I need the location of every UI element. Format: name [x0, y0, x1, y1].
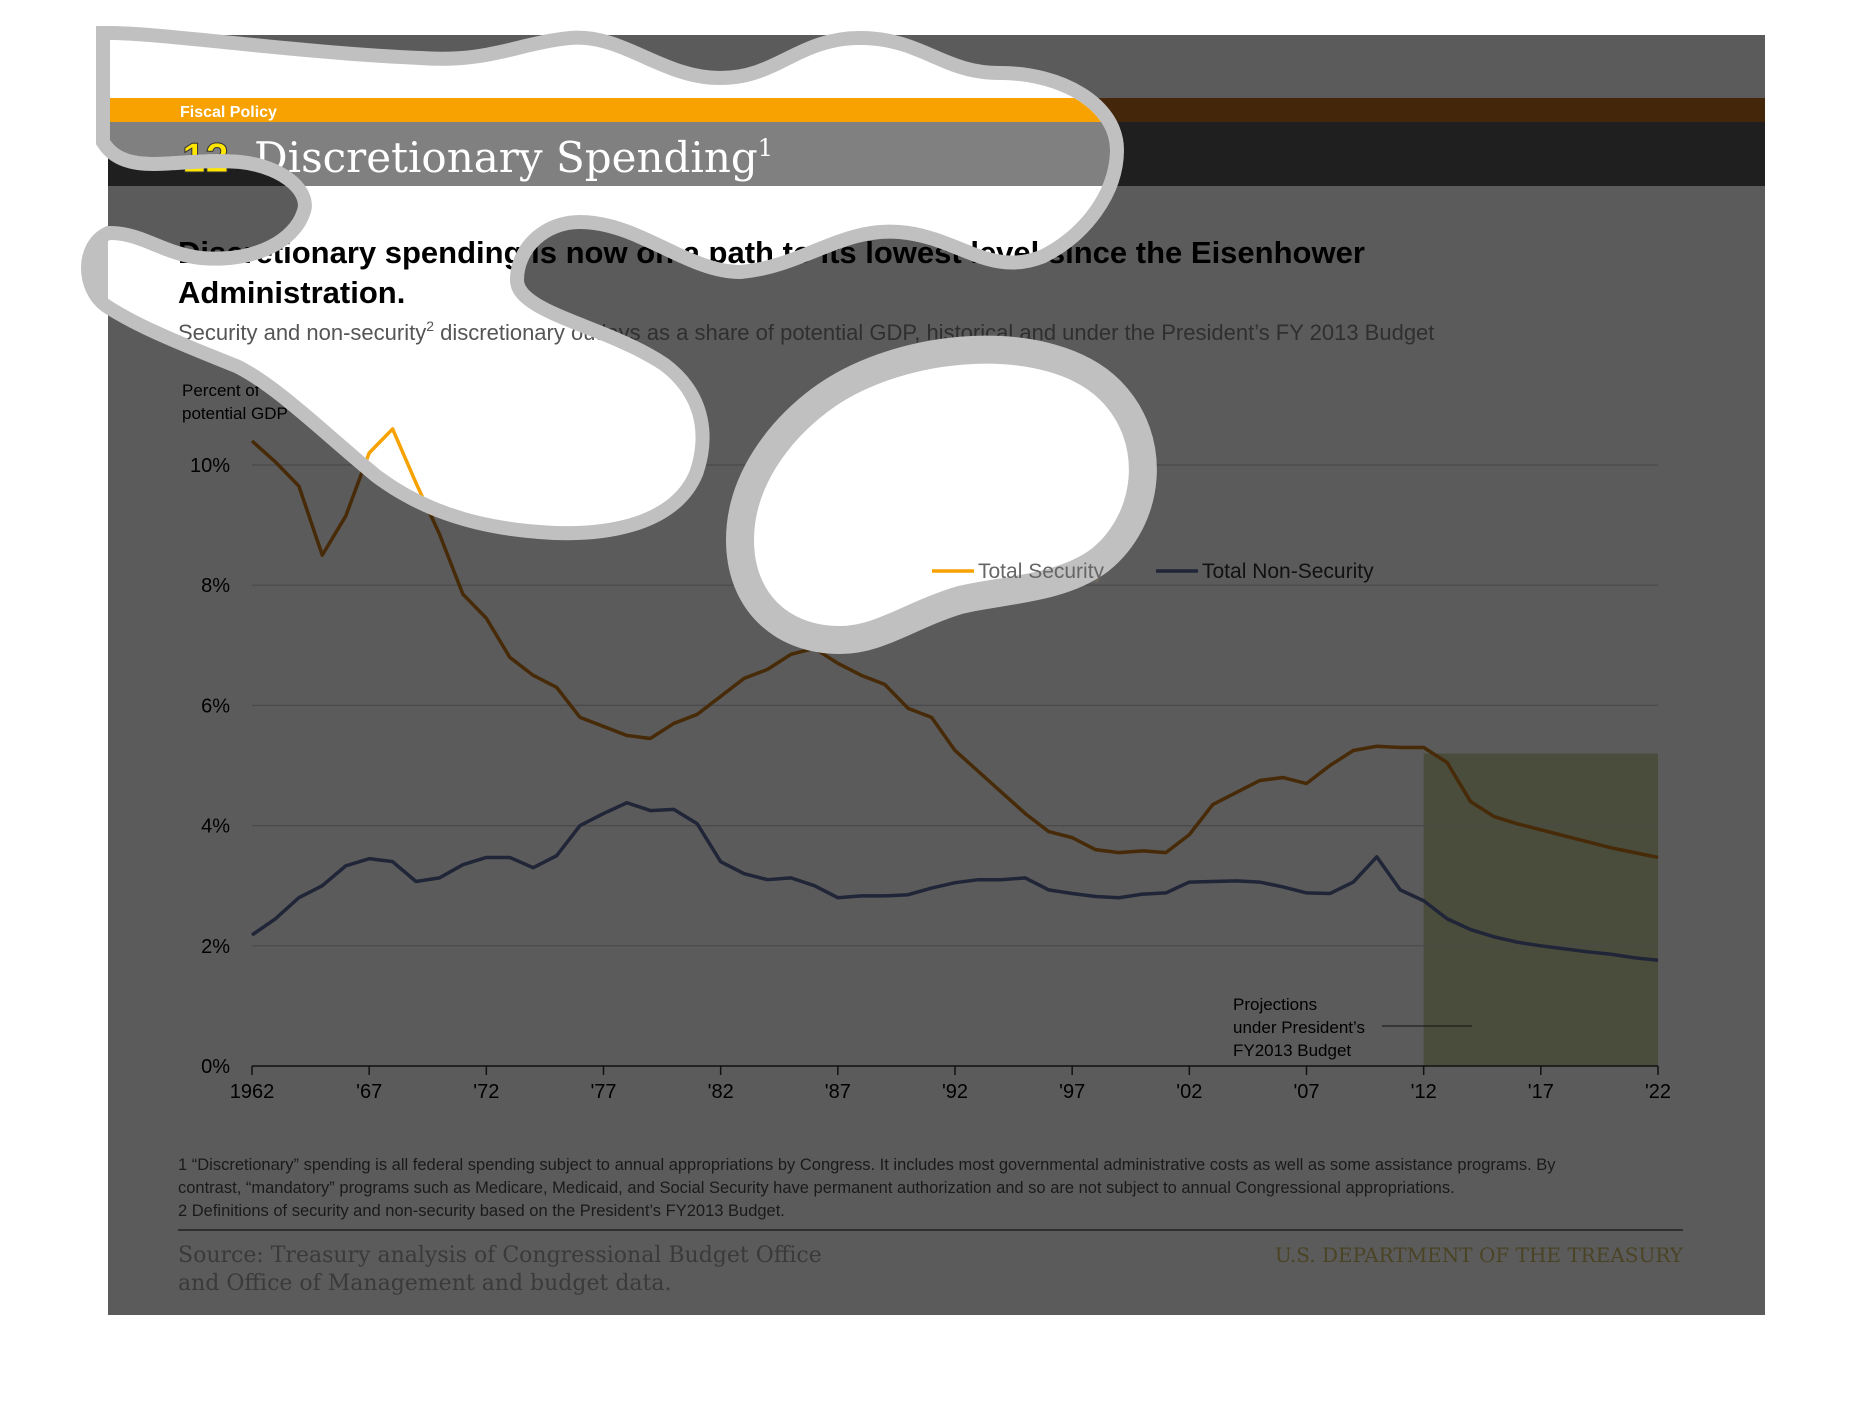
series-line-total-non-security: [251, 801, 1659, 962]
y-axis-label-line-2: potential GDP: [182, 404, 288, 423]
y-axis-label-line-1: Percent of: [182, 381, 260, 400]
y-tick-label: 0%: [201, 1056, 230, 1078]
x-tick-label: '22: [1645, 1081, 1671, 1103]
x-tick-label: '67: [356, 1081, 382, 1103]
source-line-1: Source: Treasury analysis of Congression…: [178, 1243, 822, 1268]
footnote-line-1: 1 “Discretionary” spending is all federa…: [178, 1156, 1556, 1174]
projection-shading: [1423, 753, 1658, 1066]
cloud-overlay-right: [725, 335, 1157, 655]
department-label: U.S. DEPARTMENT OF THE TREASURY: [1275, 1243, 1684, 1267]
y-tick-label: 8%: [201, 575, 230, 597]
headline-line-2-highlight: Administration.: [178, 275, 405, 310]
legend-label-total-security-highlight: Total Security: [978, 560, 1105, 583]
x-tick-label: '82: [708, 1081, 734, 1103]
x-tick-label: '77: [590, 1081, 616, 1103]
x-tick-label: '72: [473, 1081, 499, 1103]
slide-title-highlight: Discretionary Spending1: [254, 133, 773, 182]
x-tick-label: '92: [942, 1081, 968, 1103]
x-tick-label: 1962: [230, 1081, 275, 1103]
x-tick-label: '87: [825, 1081, 851, 1103]
x-tick-label: '17: [1528, 1081, 1554, 1103]
x-tick-label: '02: [1176, 1081, 1202, 1103]
x-tick-labels: 1962 '67 '72 '77 '82 '87 '92 '97 '02 '07 '12 '17 '22: [230, 1081, 1671, 1103]
y-tick-label: 10%: [190, 455, 230, 477]
footnote-line-2: contrast, “mandatory” programs such as M…: [178, 1179, 1455, 1197]
source-line-2: and Office of Management and budget data…: [178, 1271, 671, 1296]
x-tick-label: '97: [1059, 1081, 1085, 1103]
x-tick-label: '12: [1411, 1081, 1437, 1103]
y-tick-labels: 0% 2% 4% 6% 8% 10%: [190, 455, 230, 1078]
series-line-total-security: [250, 427, 1659, 860]
x-tick-label: '07: [1293, 1081, 1319, 1103]
y-tick-label: 4%: [201, 816, 230, 838]
footnote-line-3: 2 Definitions of security and non-securi…: [178, 1202, 785, 1220]
x-ticks: [251, 1066, 1659, 1075]
legend-label-total-non-security: Total Non-Security: [1202, 560, 1374, 583]
legend-highlight: Total Security: [932, 560, 1105, 583]
orange-band-bright: [108, 98, 1110, 122]
annotation-line-3: FY2013 Budget: [1233, 1041, 1351, 1060]
annotation-line-1: Projections: [1233, 995, 1317, 1014]
y-tick-label: 6%: [201, 695, 230, 717]
annotation-line-2: under President’s: [1233, 1018, 1365, 1037]
section-label-highlight: Fiscal Policy: [180, 104, 277, 121]
projection-annotation: Projections under President’s FY2013 Bud…: [1233, 995, 1472, 1060]
y-tick-label: 2%: [201, 936, 230, 958]
